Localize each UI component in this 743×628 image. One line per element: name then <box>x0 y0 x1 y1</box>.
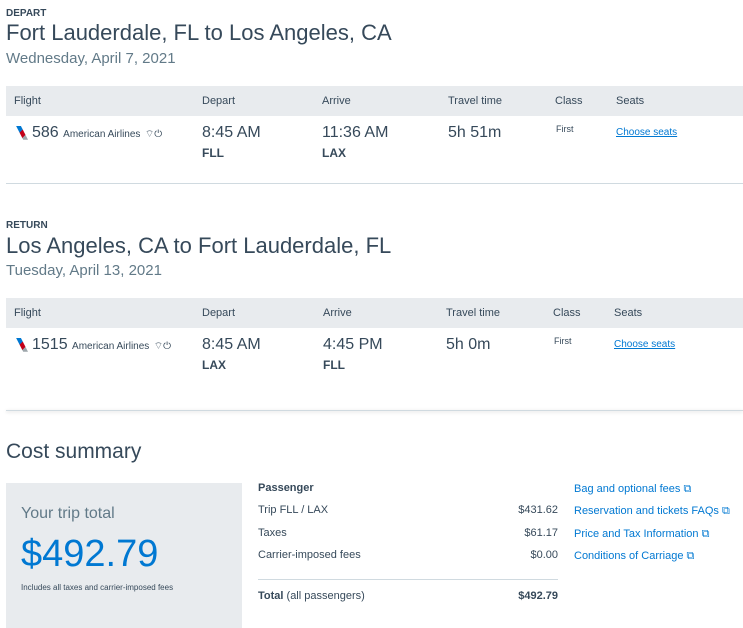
col-depart: Depart <box>202 95 236 107</box>
depart-time: 8:45 AM <box>202 336 261 353</box>
total-value: $492.79 <box>518 590 558 602</box>
wifi-icon: ⌔ <box>144 129 155 140</box>
trip-total-box: Your trip total $492.79 Includes all tax… <box>6 483 242 628</box>
wifi-icon: ⌔ <box>153 341 164 352</box>
divider <box>258 579 558 580</box>
depart-code: LAX <box>202 358 226 372</box>
return-label: RETURN <box>6 220 48 231</box>
cost-line-label: Trip FLL / LAX <box>258 504 329 516</box>
col-seats: Seats <box>616 95 645 107</box>
col-flight: Flight <box>14 95 41 107</box>
power-icon: ⏻ <box>154 129 163 140</box>
return-route: Los Angeles, CA to Fort Lauderdale, FL <box>6 233 392 258</box>
american-airlines-logo-icon <box>16 337 28 352</box>
col-class: Class <box>555 95 583 107</box>
american-airlines-logo-icon <box>16 125 28 140</box>
external-link-icon: ⧉ <box>701 528 710 540</box>
col-arrive: Arrive <box>323 307 352 319</box>
flight-row: 586 American Airlines ⌔⏻ 8:45 AM FLL 11:… <box>6 122 743 172</box>
external-link-icon: ⧉ <box>721 505 730 517</box>
choose-seats-link[interactable]: Choose seats <box>614 339 676 350</box>
flight-number: 1515 <box>32 336 68 353</box>
conditions-of-carriage-link[interactable]: Conditions of Carriage ⧉ <box>574 550 695 562</box>
travel-time: 5h 51m <box>448 124 502 141</box>
depart-table-header: Flight Depart Arrive Travel time Class S… <box>6 86 743 116</box>
trip-total-amount: $492.79 <box>21 533 159 575</box>
trip-total-note: Includes all taxes and carrier-imposed f… <box>21 583 174 592</box>
col-travel-time: Travel time <box>446 307 500 319</box>
cost-summary-title: Cost summary <box>6 440 142 463</box>
col-depart: Depart <box>202 307 236 319</box>
depart-date: Wednesday, April 7, 2021 <box>6 50 176 67</box>
depart-label: DEPART <box>6 8 47 19</box>
choose-seats-link[interactable]: Choose seats <box>616 127 678 138</box>
passenger-heading: Passenger <box>258 482 314 494</box>
total-line: Total (all passengers) $492.79 <box>258 590 558 602</box>
col-arrive: Arrive <box>322 95 351 107</box>
col-class: Class <box>553 307 581 319</box>
reservation-faqs-link[interactable]: Reservation and tickets FAQs ⧉ <box>574 505 730 517</box>
arrive-time: 4:45 PM <box>323 336 383 353</box>
cost-line-value: $431.62 <box>518 504 558 516</box>
flight-row: 1515 American Airlines ⌔⏻ 8:45 AM LAX 4:… <box>6 334 743 384</box>
divider <box>6 410 743 411</box>
flight-number: 586 <box>32 124 59 141</box>
depart-time: 8:45 AM <box>202 124 261 141</box>
col-travel-time: Travel time <box>448 95 502 107</box>
power-icon: ⏻ <box>163 341 172 352</box>
divider <box>6 183 743 184</box>
cost-line: Trip FLL / LAX $431.62 <box>258 504 558 516</box>
class: First <box>554 336 572 346</box>
trip-total-label: Your trip total <box>21 505 115 522</box>
arrive-code: FLL <box>323 358 345 372</box>
cost-line-value: $0.00 <box>530 549 558 561</box>
arrive-code: LAX <box>322 146 346 160</box>
cost-line: Taxes $61.17 <box>258 527 558 539</box>
return-date: Tuesday, April 13, 2021 <box>6 262 162 279</box>
cost-breakdown: Passenger Trip FLL / LAX $431.62 Taxes $61… <box>258 482 558 602</box>
return-table-header: Flight Depart Arrive Travel time Class S… <box>6 298 743 328</box>
bag-fees-link[interactable]: Bag and optional fees ⧉ <box>574 483 692 495</box>
class: First <box>556 124 574 134</box>
external-link-icon: ⧉ <box>683 483 692 495</box>
external-link-icon: ⧉ <box>686 550 695 562</box>
travel-time: 5h 0m <box>446 336 491 353</box>
cost-line-label: Taxes <box>258 527 287 539</box>
col-seats: Seats <box>614 307 643 319</box>
depart-route: Fort Lauderdale, FL to Los Angeles, CA <box>6 20 392 45</box>
cost-line: Carrier-imposed fees $0.00 <box>258 549 558 561</box>
cost-line-label: Carrier-imposed fees <box>258 549 361 561</box>
airline-name: American Airlines <box>72 341 150 352</box>
cost-line-value: $61.17 <box>524 527 558 539</box>
depart-code: FLL <box>202 146 224 160</box>
col-flight: Flight <box>14 307 41 319</box>
total-label: Total <box>258 590 284 602</box>
airline-name: American Airlines <box>63 129 141 140</box>
total-suffix: (all passengers) <box>286 590 365 602</box>
arrive-time: 11:36 AM <box>322 124 389 141</box>
price-tax-info-link[interactable]: Price and Tax Information ⧉ <box>574 528 710 540</box>
